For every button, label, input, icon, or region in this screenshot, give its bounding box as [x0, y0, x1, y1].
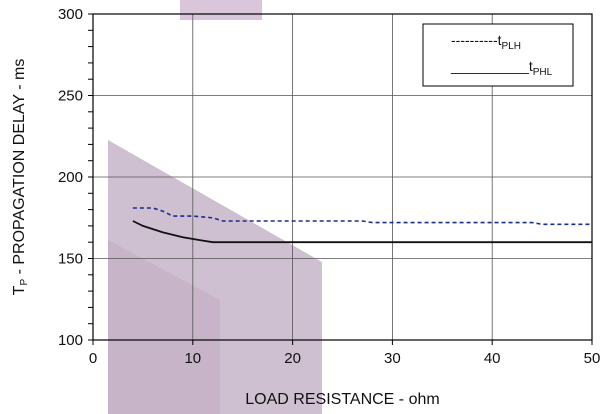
x-tick-label: 10 — [184, 350, 201, 367]
y-tick-label: 200 — [58, 169, 83, 186]
x-axis-title: LOAD RESISTANCE - ohm — [245, 391, 439, 408]
y-axis-title-rest: - PROPAGATION DELAY - ms — [11, 59, 28, 279]
y-tick-labels: 100 150 200 250 300 — [58, 6, 83, 349]
y-axis-title-sub: P — [19, 279, 30, 286]
watermark-lower-shadow — [108, 240, 220, 414]
x-tick-label: 20 — [284, 350, 301, 367]
legend-entry-tphl-sub: PHL — [533, 67, 553, 78]
x-tick-label: 30 — [384, 350, 401, 367]
legend-entry-tplh-prefix: ----------t — [451, 32, 502, 48]
legend-entry-tphl-prefix: __________t — [450, 58, 533, 74]
x-tick-label: 40 — [484, 350, 501, 367]
legend-box — [422, 23, 574, 87]
plot-frame — [92, 13, 593, 341]
x-tick-label: 0 — [89, 350, 97, 367]
y-tick-label: 300 — [58, 6, 83, 23]
watermark-upper-shape — [180, 0, 262, 20]
legend-entry-tphl: __________tPHL — [450, 58, 553, 78]
series-line-tphl — [132, 220, 592, 244]
x-tick-label: 50 — [584, 350, 601, 367]
series-layer — [132, 207, 592, 244]
series-line-tplh — [132, 207, 592, 226]
y-tick-label: 150 — [58, 251, 83, 268]
y-axis-title-main: T — [11, 285, 28, 295]
legend-entry-tplh: ----------tPLH — [451, 32, 521, 52]
legend-entry-tplh-sub: PLH — [502, 41, 521, 52]
y-axis-title: TP - PROPAGATION DELAY - ms — [11, 59, 30, 296]
y-tick-label: 100 — [58, 332, 83, 349]
y-tick-label: 250 — [58, 88, 83, 105]
legend: ----------tPLH __________tPHL — [422, 23, 574, 87]
watermark — [108, 0, 322, 414]
x-tick-labels: 0 10 20 30 40 50 — [89, 350, 601, 367]
